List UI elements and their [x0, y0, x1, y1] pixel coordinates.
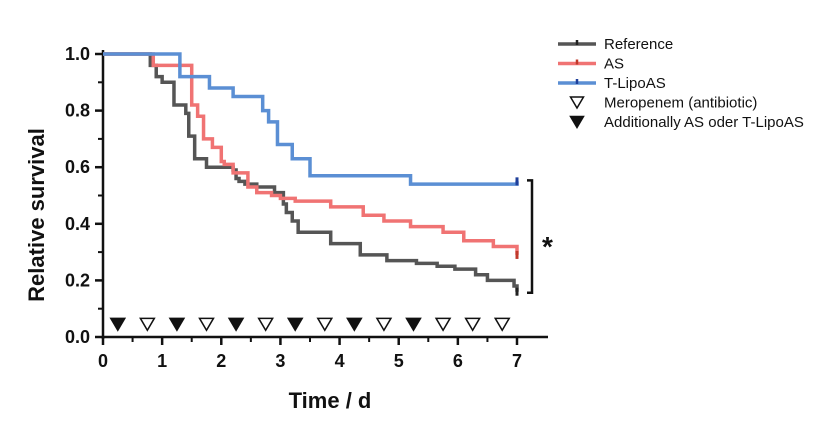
filled-triangle-marker: [405, 317, 422, 332]
x-tick-label: 4: [335, 351, 345, 371]
x-tick-label: 2: [216, 351, 226, 371]
y-tick-label: 0.0: [65, 327, 90, 347]
open-triangle-marker: [464, 317, 481, 332]
bracket-line: [527, 179, 534, 294]
y-tick-label: 0.6: [65, 157, 90, 177]
y-tick-label: 1.0: [65, 44, 90, 64]
filled-triangle-marker: [227, 317, 245, 332]
open-triangle-marker: [257, 317, 274, 332]
x-tick-label: 1: [157, 351, 167, 371]
x-tick-label: 6: [453, 351, 463, 371]
axes: 0.0 0.2 0.4 0.6 0.8 1.0 0 1 2 3 4 5 6 7: [65, 44, 548, 371]
x-tick-label: 5: [394, 351, 404, 371]
x-tick-label: 3: [275, 351, 285, 371]
legend-label: AS: [604, 56, 624, 73]
y-tick-label: 0.4: [65, 214, 90, 234]
open-triangle-marker: [139, 317, 156, 332]
filled-triangle-marker: [168, 317, 186, 332]
dose-markers: [109, 317, 511, 332]
open-triangle-marker: [198, 317, 215, 332]
legend-label: Meropenem (antibiotic): [604, 95, 757, 112]
open-triangle-marker: [434, 317, 452, 332]
survival-curves: [103, 52, 519, 296]
legend-open-triangle: [569, 96, 585, 110]
filled-triangle-marker: [346, 317, 363, 332]
y-axis-title: Relative survival: [24, 128, 49, 302]
filled-triangle-marker: [286, 317, 304, 332]
series-reference: [103, 52, 519, 292]
significance-label: *: [542, 231, 553, 262]
open-triangle-marker: [316, 317, 334, 332]
legend-label: T-LipoAS: [604, 75, 666, 92]
y-tick-label: 0.2: [65, 270, 90, 290]
significance-bracket: *: [527, 179, 553, 294]
open-triangle-marker: [375, 317, 393, 332]
filled-triangle-marker: [109, 317, 127, 332]
legend-filled-triangle: [569, 115, 585, 130]
x-axis-title: Time / d: [289, 388, 372, 413]
y-tick-label: 0.8: [65, 101, 90, 121]
legend-label: Reference: [604, 36, 673, 53]
open-triangle-marker: [493, 317, 511, 332]
x-tick-label: 7: [512, 351, 522, 371]
series-t-lipoas: [103, 52, 519, 186]
series-as: [103, 52, 519, 255]
x-tick-label: 0: [98, 351, 108, 371]
legend-label: Additionally AS oder T-LipoAS: [604, 114, 804, 131]
legend: Reference AS T-LipoAS Meropenem (antibiotic…: [558, 36, 804, 131]
